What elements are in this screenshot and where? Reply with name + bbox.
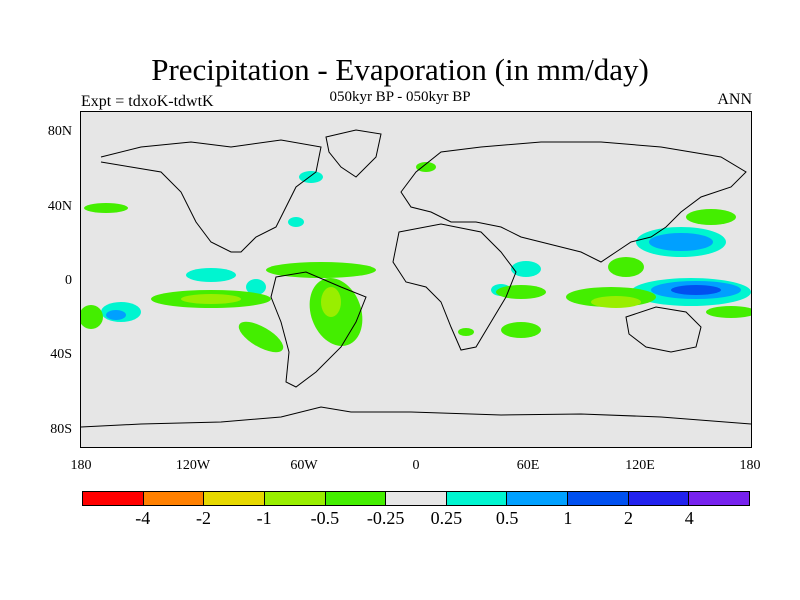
colorbar-segment	[507, 492, 569, 505]
lon-tick-label: 60E	[516, 458, 540, 473]
colorbar-label: 2	[624, 508, 634, 528]
colorbar-segment	[386, 492, 447, 505]
colorbar-segment	[83, 492, 144, 505]
colorbar-label: 0.25	[430, 508, 463, 528]
colorbar-segment	[628, 492, 690, 505]
colorbar-segment	[689, 492, 750, 505]
colorbar-segment	[143, 492, 205, 505]
lat-tick-label: 80N	[47, 124, 72, 139]
colorbar-label: -4	[135, 508, 151, 528]
lon-tick-label: 120W	[175, 458, 211, 473]
colorbar-label: 4	[684, 508, 694, 528]
map-panel	[80, 111, 752, 448]
colorbar-segment	[446, 492, 508, 505]
lon-tick-label: 180	[70, 458, 92, 473]
negative-anomalies	[81, 162, 751, 353]
colorbar-segment	[264, 492, 326, 505]
lon-tick-label: 0	[412, 458, 420, 473]
lat-tick-label: 0	[65, 273, 72, 288]
coastlines	[81, 129, 751, 428]
colorbar-label: -0.5	[310, 508, 340, 528]
lon-tick-label: 120E	[625, 458, 655, 473]
experiment-label: Expt = tdxoK-tdwtK	[81, 93, 214, 110]
season-label: ANN	[717, 91, 752, 108]
colorbar	[82, 491, 750, 506]
chart-subtitle: 050kyr BP - 050kyr BP	[329, 89, 471, 105]
positive-anomalies	[101, 171, 751, 322]
lat-tick-label: 40N	[47, 199, 72, 214]
colorbar-segment	[568, 492, 629, 505]
lat-tick-label: 80S	[50, 422, 72, 437]
chart-title: Precipitation - Evaporation (in mm/day)	[151, 52, 649, 87]
colorbar-label: 1	[563, 508, 573, 528]
colorbar-label: 0.5	[495, 508, 519, 528]
colorbar-label: -2	[195, 508, 211, 528]
colorbar-label: -1	[256, 508, 272, 528]
lon-tick-label: 180	[739, 458, 761, 473]
lat-tick-label: 40S	[50, 347, 72, 362]
colorbar-segment	[325, 492, 387, 505]
colorbar-label: -0.25	[366, 508, 405, 528]
colorbar-segment	[204, 492, 265, 505]
map-svg	[81, 129, 751, 428]
lon-tick-label: 60W	[290, 458, 318, 473]
